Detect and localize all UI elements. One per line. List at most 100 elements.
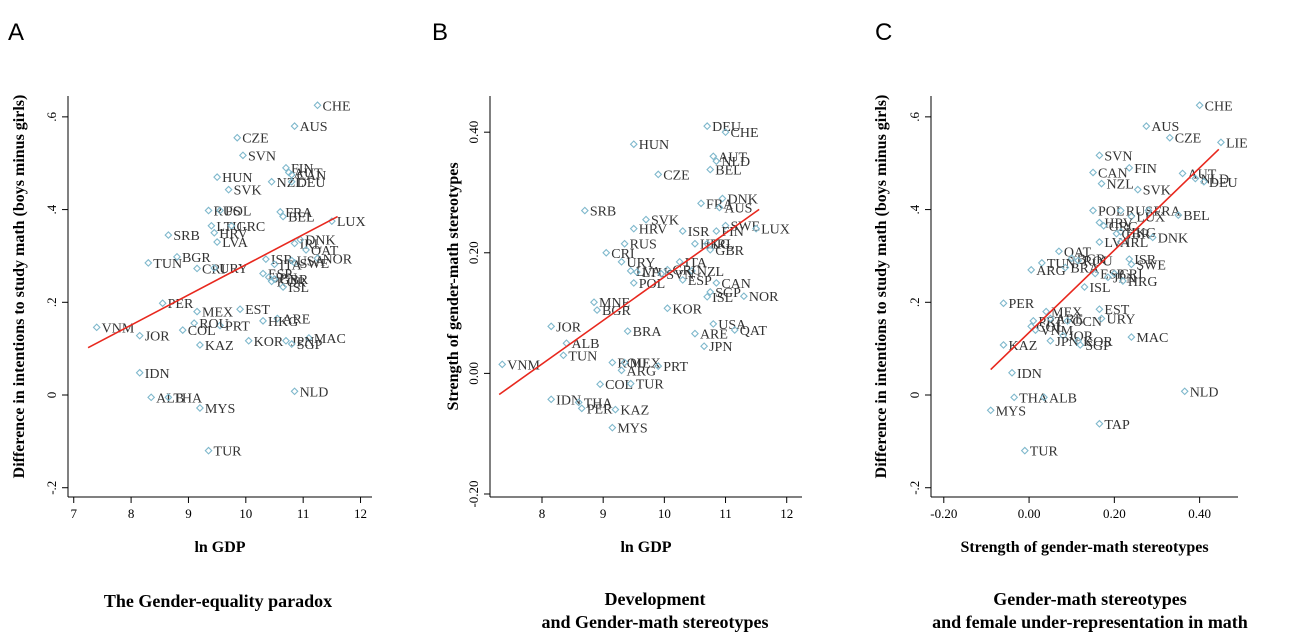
data-point-marker (135, 331, 144, 340)
data-point-label: LUX (337, 215, 366, 230)
data-point-label: JPN (274, 271, 297, 286)
data-point-label: AUS (300, 120, 328, 135)
data-point-marker (290, 122, 299, 131)
data-point-marker (559, 351, 568, 360)
data-point-label: NZL (1107, 178, 1134, 193)
data-point-marker (1174, 211, 1183, 220)
data-point-label: OCN (1072, 315, 1102, 330)
data-point-label: MYS (996, 404, 1026, 419)
data-point-marker (1059, 331, 1068, 340)
data-point-marker (1027, 265, 1036, 274)
data-point-label: KAZ (1008, 339, 1037, 354)
data-point-label: ITA (279, 258, 302, 273)
data-point-label: SRB (173, 229, 199, 244)
fit-line (498, 208, 760, 396)
data-point-marker (632, 268, 641, 277)
data-point-label: SVK (651, 214, 679, 229)
y-axis-title: Difference in intentions to study math (… (11, 95, 28, 479)
panel-letter: C (875, 19, 892, 46)
data-point-label: ITA (685, 256, 708, 271)
data-point-label: GRC (236, 220, 265, 235)
data-point-marker (216, 321, 224, 330)
data-point-marker (654, 362, 663, 371)
data-point-marker (1216, 138, 1225, 147)
data-point-marker (654, 170, 663, 179)
data-point-label: KOR (254, 335, 284, 350)
data-point-marker (135, 368, 144, 377)
data-point-marker (999, 299, 1008, 308)
data-point-marker (678, 227, 687, 236)
data-point-marker (238, 151, 247, 160)
data-point-label: SRB (590, 205, 616, 220)
data-point-label: TUN (153, 257, 182, 272)
data-point-label: MEX (630, 357, 661, 372)
x-tick-label: 12 (354, 506, 367, 521)
data-point-marker (290, 239, 299, 248)
data-point-label: FIN (721, 225, 744, 240)
panel-c: C -.2 0 .2 .4 .6 -0.20 0.00 0.20 0.40 Difference i… (873, 19, 1248, 632)
data-point-marker (620, 239, 629, 248)
data-point-label: NOR (749, 290, 779, 305)
data-point-marker (1118, 276, 1127, 285)
data-point-marker (752, 224, 761, 233)
data-point-marker (1116, 206, 1125, 215)
data-point-marker (302, 245, 311, 254)
data-point-marker (1076, 340, 1085, 349)
data-point-marker (1020, 446, 1029, 455)
y-tick-label: .2 (44, 297, 59, 307)
data-point-label: ISR (271, 253, 293, 268)
data-point-label: HKG (1126, 226, 1156, 241)
data-point-marker (1165, 133, 1174, 142)
data-point-marker (279, 212, 288, 221)
data-point-marker (1127, 260, 1136, 269)
y-axis-title: Difference in intentions to study math (… (873, 95, 890, 479)
data-point-label: URY (627, 256, 656, 271)
data-point-label: ARE (282, 313, 310, 328)
data-point-marker (1095, 305, 1104, 314)
data-point-label: IRL (712, 238, 735, 253)
data-point-label: MAC (1136, 331, 1168, 346)
data-point-marker (617, 257, 626, 266)
data-point-label: LVA (636, 265, 663, 280)
data-point-marker (690, 239, 699, 248)
data-point-label: GRC (672, 264, 701, 279)
data-point-label: BEL (1183, 209, 1209, 224)
data-point-label: SWE (300, 257, 330, 272)
data-point-label: JOR (145, 330, 171, 345)
data-point-label: THA (1019, 391, 1049, 406)
x-axis-title: ln GDP (194, 539, 245, 556)
data-point-label: GBR (279, 273, 308, 288)
data-point-label: HRV (639, 223, 667, 238)
data-point-marker (190, 319, 199, 328)
data-point-marker (276, 207, 285, 216)
data-point-marker (1125, 255, 1134, 264)
x-tick-label: 11 (719, 506, 732, 521)
panel-caption: The Gender-equality paradox (104, 591, 332, 611)
data-point-label: DNK (1158, 231, 1188, 246)
data-point-marker (204, 206, 213, 215)
x-tick-label: -0.20 (930, 506, 957, 521)
data-point-marker (574, 398, 583, 407)
data-point-label: ROU (617, 357, 647, 372)
data-point-label: CAN (721, 277, 751, 292)
data-point-marker (287, 340, 296, 348)
data-point-marker (709, 152, 718, 161)
data-point-label: NLD (1190, 385, 1219, 400)
data-point-label: USA (297, 255, 326, 270)
data-point-marker (1010, 393, 1019, 402)
data-point-marker (709, 319, 718, 328)
data-point-label: ISL (712, 291, 733, 306)
data-point-label: GBR (1121, 228, 1150, 243)
data-point-marker (281, 163, 290, 172)
data-point-marker (1074, 256, 1083, 265)
data-point-label: LUX (1136, 211, 1165, 226)
y-tick-label: -.2 (44, 481, 59, 495)
data-point-marker (697, 199, 706, 208)
data-point-label: HUN (222, 171, 252, 186)
data-point-label: AUS (724, 202, 752, 217)
data-point-label: NLD (721, 155, 750, 170)
data-point-marker (986, 406, 995, 415)
data-point-marker (1133, 185, 1142, 194)
data-point-marker (1110, 269, 1119, 278)
